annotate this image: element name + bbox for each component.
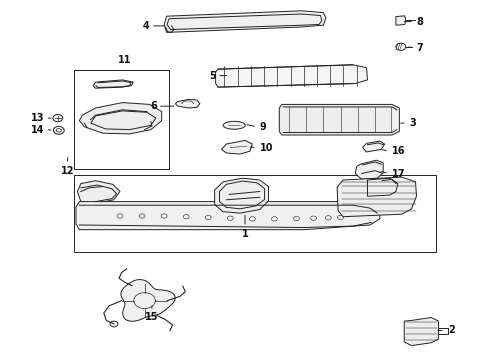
Polygon shape	[77, 181, 120, 203]
Polygon shape	[368, 178, 398, 196]
Polygon shape	[404, 318, 439, 346]
Circle shape	[53, 126, 64, 134]
Polygon shape	[279, 104, 399, 135]
Text: 3: 3	[409, 118, 416, 128]
Polygon shape	[79, 103, 162, 134]
Text: 16: 16	[392, 146, 406, 156]
Polygon shape	[93, 80, 133, 88]
Text: 17: 17	[392, 168, 406, 179]
Text: 6: 6	[150, 101, 157, 111]
Text: 2: 2	[448, 325, 455, 336]
Text: 13: 13	[30, 113, 44, 123]
Text: 9: 9	[260, 122, 267, 132]
Text: 8: 8	[416, 17, 423, 27]
Polygon shape	[121, 280, 175, 321]
Text: 11: 11	[118, 55, 132, 65]
Polygon shape	[215, 178, 269, 213]
Polygon shape	[355, 160, 383, 179]
Polygon shape	[363, 141, 385, 152]
Text: 10: 10	[260, 143, 273, 153]
Text: 14: 14	[30, 125, 44, 135]
Polygon shape	[396, 16, 406, 25]
Polygon shape	[175, 99, 200, 108]
Polygon shape	[76, 202, 380, 230]
Bar	[74, 175, 436, 252]
Text: 15: 15	[145, 312, 159, 323]
Text: 1: 1	[242, 229, 248, 239]
Polygon shape	[221, 140, 252, 154]
Ellipse shape	[223, 121, 245, 129]
Polygon shape	[164, 11, 326, 32]
Polygon shape	[216, 65, 368, 87]
Text: 5: 5	[209, 71, 216, 81]
Circle shape	[53, 114, 63, 122]
Text: 4: 4	[143, 21, 149, 31]
Text: 12: 12	[61, 166, 74, 176]
Bar	[74, 70, 169, 169]
Polygon shape	[337, 177, 416, 217]
Text: 7: 7	[416, 42, 423, 53]
